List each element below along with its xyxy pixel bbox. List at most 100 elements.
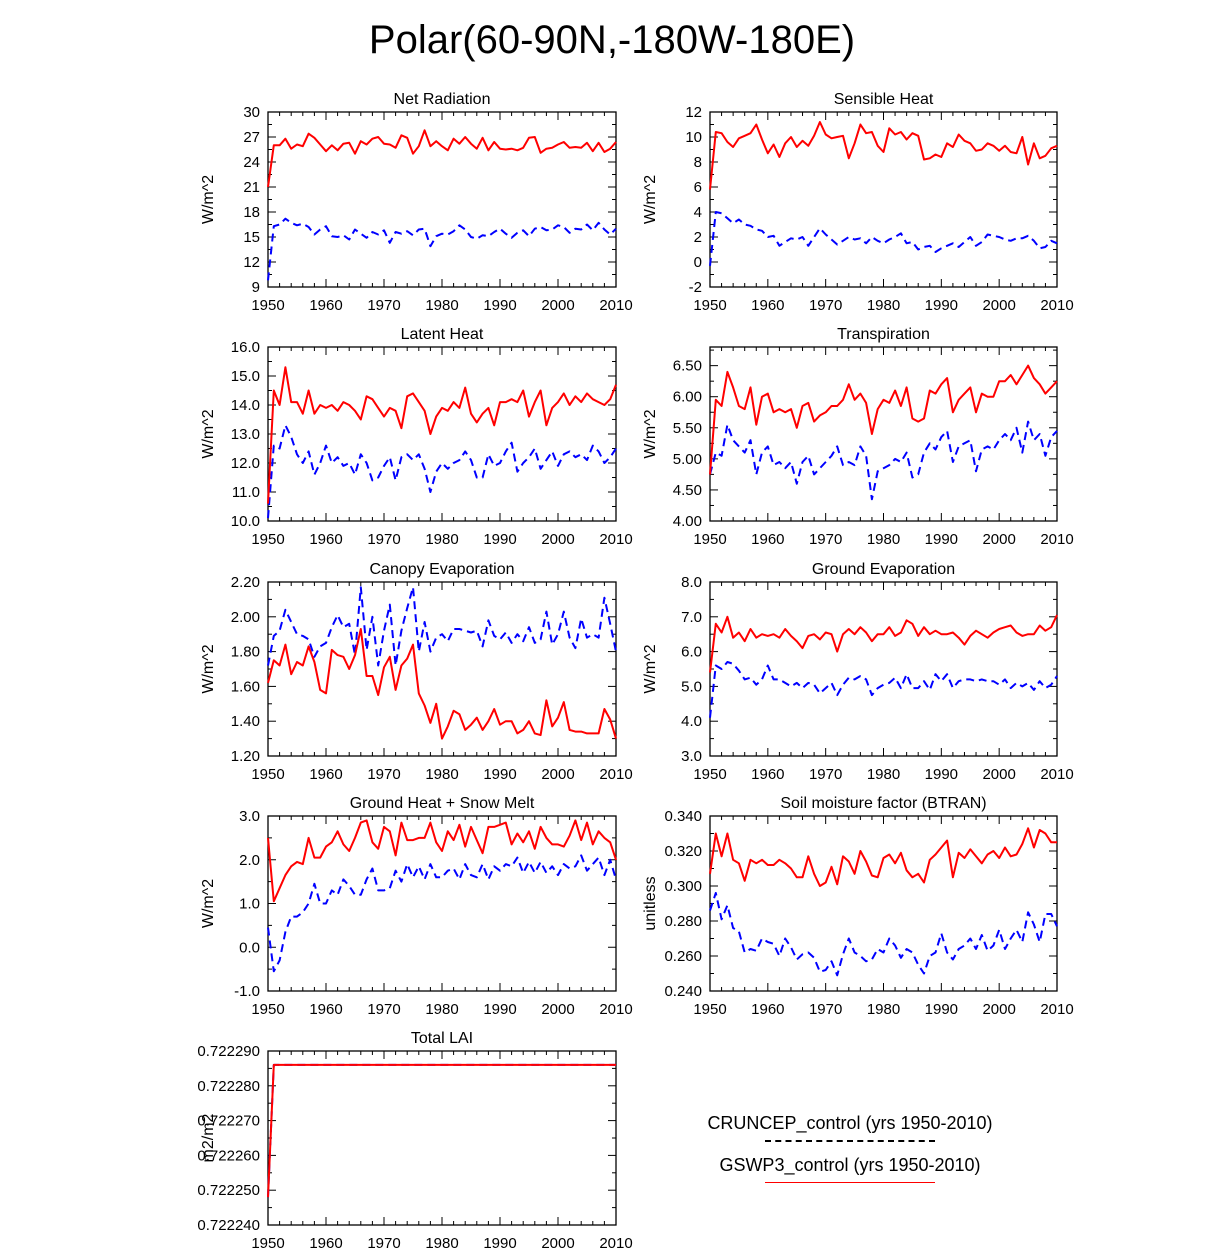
x-tick-label: 2000 xyxy=(541,297,574,314)
y-axis-label: W/m^2 xyxy=(200,175,217,224)
y-tick-label: 12 xyxy=(243,254,260,271)
y-tick-label: 6.0 xyxy=(681,644,702,661)
plot-frame xyxy=(267,1050,617,1226)
y-tick-label: 0.260 xyxy=(664,948,702,965)
y-axis-label: W/m^2 xyxy=(642,175,659,224)
y-tick-label: 0 xyxy=(694,254,702,271)
x-tick-label: 1950 xyxy=(251,1235,284,1252)
x-tick-label: 2010 xyxy=(599,766,632,783)
panel-title: Ground Evaporation xyxy=(812,561,955,578)
y-axis-label: W/m^2 xyxy=(200,644,217,693)
y-tick-label: 11.0 xyxy=(232,484,260,501)
panel-5: 1950 1960 1970 1980 1990 2000 2010 1.20 1.40 1.60… xyxy=(200,561,633,783)
x-tick-label: 1980 xyxy=(867,531,900,548)
x-tick-label: 1990 xyxy=(483,766,516,783)
x-tick-label: 2010 xyxy=(599,297,632,314)
x-tick-label: 1950 xyxy=(251,766,284,783)
y-tick-label: 0.0 xyxy=(239,939,260,956)
y-axis-label: W/m^2 xyxy=(642,409,659,458)
x-tick-label: 2010 xyxy=(1040,1001,1073,1018)
x-tick-label: 1950 xyxy=(693,1001,726,1018)
y-tick-label: 5.50 xyxy=(673,420,702,437)
x-tick-label: 1960 xyxy=(309,1235,342,1252)
y-tick-label: 4.50 xyxy=(673,482,702,499)
y-tick-label: 2.0 xyxy=(239,852,260,869)
x-tick-label: 2000 xyxy=(541,531,574,548)
series-line-cruncep-control xyxy=(267,854,617,973)
x-tick-label: 1970 xyxy=(367,766,400,783)
y-tick-label: 5.00 xyxy=(673,451,702,468)
y-axis-label: W/m^2 xyxy=(200,409,217,458)
plot-frame xyxy=(267,815,617,992)
x-tick-label: 1960 xyxy=(751,297,784,314)
panel-title: Transpiration xyxy=(837,326,930,343)
y-tick-label: 15 xyxy=(243,229,260,246)
x-tick-label: 1980 xyxy=(425,297,458,314)
x-tick-label: 1970 xyxy=(367,531,400,548)
x-tick-label: 1980 xyxy=(867,297,900,314)
x-tick-label: 1970 xyxy=(367,1235,400,1252)
panel-title: Soil moisture factor (BTRAN) xyxy=(780,795,986,812)
series-line-gswp3-control xyxy=(709,121,1058,190)
x-tick-label: 2000 xyxy=(982,531,1015,548)
panel-6: 1950 1960 1970 1980 1990 2000 2010 3.0 4.0 5.0 6.0… xyxy=(642,561,1074,783)
x-tick-label: 1970 xyxy=(809,531,842,548)
series-line-gswp3-control xyxy=(267,819,617,903)
x-tick-label: 1960 xyxy=(309,766,342,783)
y-axis-label: m2/m2 xyxy=(200,1113,217,1162)
x-tick-label: 2010 xyxy=(1040,531,1073,548)
series-line-cruncep-control xyxy=(267,586,617,667)
y-tick-label: 0.240 xyxy=(664,983,702,1000)
y-tick-label: 0.300 xyxy=(664,878,702,895)
panel-title: Total LAI xyxy=(411,1030,473,1047)
legend-line-cruncep xyxy=(765,1140,935,1142)
y-tick-label: 7.0 xyxy=(681,609,702,626)
x-tick-label: 1950 xyxy=(693,531,726,548)
x-tick-label: 1970 xyxy=(809,1001,842,1018)
series-line-gswp3-control xyxy=(267,628,617,740)
x-tick-label: 2010 xyxy=(599,531,632,548)
y-tick-label: 0.320 xyxy=(664,843,702,860)
x-tick-label: 2000 xyxy=(541,766,574,783)
panel-3: 1950 1960 1970 1980 1990 2000 2010 10.0 11.0 12.0… xyxy=(200,326,633,548)
series-line-gswp3-control xyxy=(267,366,617,504)
y-tick-label: 0.722260 xyxy=(197,1147,260,1164)
y-tick-label: 15.0 xyxy=(231,368,260,385)
series-line-cruncep-control xyxy=(267,424,617,519)
y-tick-label: 0.722290 xyxy=(197,1043,260,1060)
x-tick-label: 1950 xyxy=(251,531,284,548)
x-tick-label: 1970 xyxy=(367,297,400,314)
y-tick-label: 9 xyxy=(252,279,260,296)
x-tick-label: 1970 xyxy=(367,1001,400,1018)
x-tick-label: 1970 xyxy=(809,766,842,783)
y-tick-label: 0.722250 xyxy=(197,1182,260,1199)
panel-7: 1950 1960 1970 1980 1990 2000 2010 -1.0 0.0 1.0 2.… xyxy=(200,795,633,1018)
figure-title: Polar(60-90N,-180W-180E) xyxy=(368,18,856,62)
x-tick-label: 2010 xyxy=(599,1235,632,1252)
panel-1: 1950 1960 1970 1980 1990 2000 2010 9 12 15 18 21 24 2… xyxy=(200,91,633,314)
plot-frame xyxy=(267,111,617,288)
y-tick-label: 2.20 xyxy=(231,574,260,591)
x-tick-label: 1990 xyxy=(925,766,958,783)
y-tick-label: 4.0 xyxy=(681,713,702,730)
x-tick-label: 1950 xyxy=(693,297,726,314)
panel-9: 1950 1960 1970 1980 1990 2000 2010 0.722240 0.72… xyxy=(197,1030,632,1252)
y-tick-label: 6.50 xyxy=(673,358,702,375)
x-tick-label: 1990 xyxy=(925,1001,958,1018)
x-tick-label: 1980 xyxy=(867,766,900,783)
y-tick-label: 3.0 xyxy=(681,748,702,765)
legend-line-gswp3 xyxy=(765,1182,935,1183)
x-tick-label: 1960 xyxy=(751,1001,784,1018)
x-tick-label: 2000 xyxy=(541,1235,574,1252)
y-tick-label: 0.280 xyxy=(664,913,702,930)
x-tick-label: 1990 xyxy=(925,297,958,314)
plot-frame xyxy=(267,346,617,522)
series-line-gswp3-control xyxy=(267,1063,616,1198)
series-line-cruncep-control xyxy=(709,892,1058,977)
x-tick-label: 1990 xyxy=(483,1001,516,1018)
y-tick-label: 21 xyxy=(243,179,260,196)
legend: CRUNCEP_control (yrs 1950-2010) GSWP3_co… xyxy=(660,1110,1040,1193)
x-tick-label: 2010 xyxy=(1040,297,1073,314)
y-tick-label: 6 xyxy=(694,179,702,196)
